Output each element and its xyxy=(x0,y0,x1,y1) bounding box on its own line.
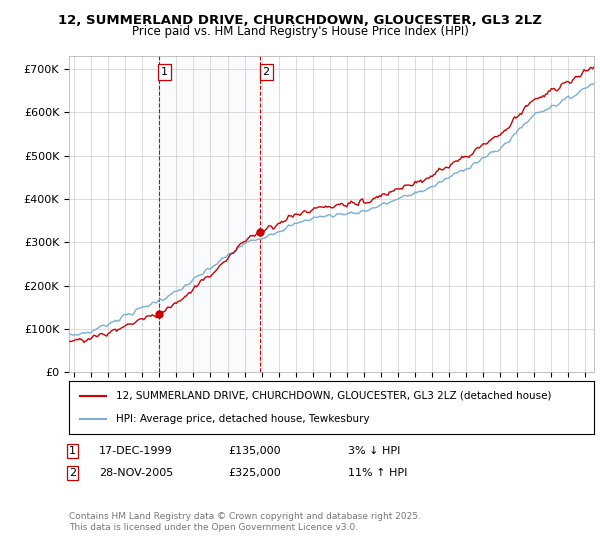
Text: 3% ↓ HPI: 3% ↓ HPI xyxy=(348,446,400,456)
Text: 12, SUMMERLAND DRIVE, CHURCHDOWN, GLOUCESTER, GL3 2LZ: 12, SUMMERLAND DRIVE, CHURCHDOWN, GLOUCE… xyxy=(58,14,542,27)
Point xyxy=(154,310,163,319)
Text: Price paid vs. HM Land Registry's House Price Index (HPI): Price paid vs. HM Land Registry's House … xyxy=(131,25,469,38)
Text: 1: 1 xyxy=(161,67,168,77)
Text: 1: 1 xyxy=(69,446,76,456)
Text: 12, SUMMERLAND DRIVE, CHURCHDOWN, GLOUCESTER, GL3 2LZ (detached house): 12, SUMMERLAND DRIVE, CHURCHDOWN, GLOUCE… xyxy=(116,391,552,401)
Point xyxy=(256,227,265,236)
Text: 11% ↑ HPI: 11% ↑ HPI xyxy=(348,468,407,478)
Text: £325,000: £325,000 xyxy=(228,468,281,478)
Text: 2: 2 xyxy=(69,468,76,478)
Text: Contains HM Land Registry data © Crown copyright and database right 2025.
This d: Contains HM Land Registry data © Crown c… xyxy=(69,512,421,532)
Text: £135,000: £135,000 xyxy=(228,446,281,456)
Text: 17-DEC-1999: 17-DEC-1999 xyxy=(99,446,173,456)
Text: 2: 2 xyxy=(263,67,270,77)
Text: 28-NOV-2005: 28-NOV-2005 xyxy=(99,468,173,478)
Text: HPI: Average price, detached house, Tewkesbury: HPI: Average price, detached house, Tewk… xyxy=(116,414,370,424)
Bar xyxy=(158,56,260,372)
